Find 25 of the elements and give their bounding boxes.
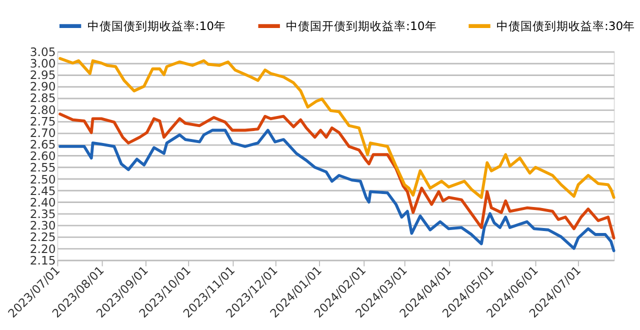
y-tick-label: 2.70 bbox=[30, 126, 56, 140]
y-tick-label: 3.05 bbox=[30, 44, 56, 59]
y-tick-label: 2.30 bbox=[30, 218, 56, 233]
line-series bbox=[58, 56, 616, 199]
line-series bbox=[58, 112, 616, 240]
y-tick-label: 2.65 bbox=[30, 138, 56, 152]
legend-label: 中债国开债到期收益率:10年 bbox=[286, 18, 437, 33]
y-tick-label: 2.45 bbox=[30, 184, 56, 198]
y-tick-label: 2.25 bbox=[30, 230, 56, 244]
legend-label: 中债国债到期收益率:30年 bbox=[496, 18, 636, 33]
y-tick-label: 2.35 bbox=[30, 207, 56, 222]
y-tick-label: 2.85 bbox=[30, 91, 56, 106]
y-tick-label: 2.95 bbox=[30, 68, 56, 82]
legend-label: 中债国债到期收益率:10年 bbox=[87, 18, 226, 33]
y-tick-label: 2.60 bbox=[30, 149, 56, 164]
y-tick-label: 2.20 bbox=[30, 242, 56, 256]
line-series bbox=[58, 128, 616, 252]
y-tick-label: 3.00 bbox=[30, 56, 56, 70]
y-tick-label: 2.55 bbox=[30, 160, 56, 175]
y-tick-label: 2.75 bbox=[30, 114, 56, 128]
y-tick-label: 2.80 bbox=[30, 102, 56, 117]
y-tick-label: 2.90 bbox=[30, 80, 56, 94]
y-tick-label: 2.15 bbox=[30, 253, 56, 268]
y-tick-label: 2.50 bbox=[30, 172, 56, 186]
y-tick-label: 2.40 bbox=[30, 195, 56, 210]
